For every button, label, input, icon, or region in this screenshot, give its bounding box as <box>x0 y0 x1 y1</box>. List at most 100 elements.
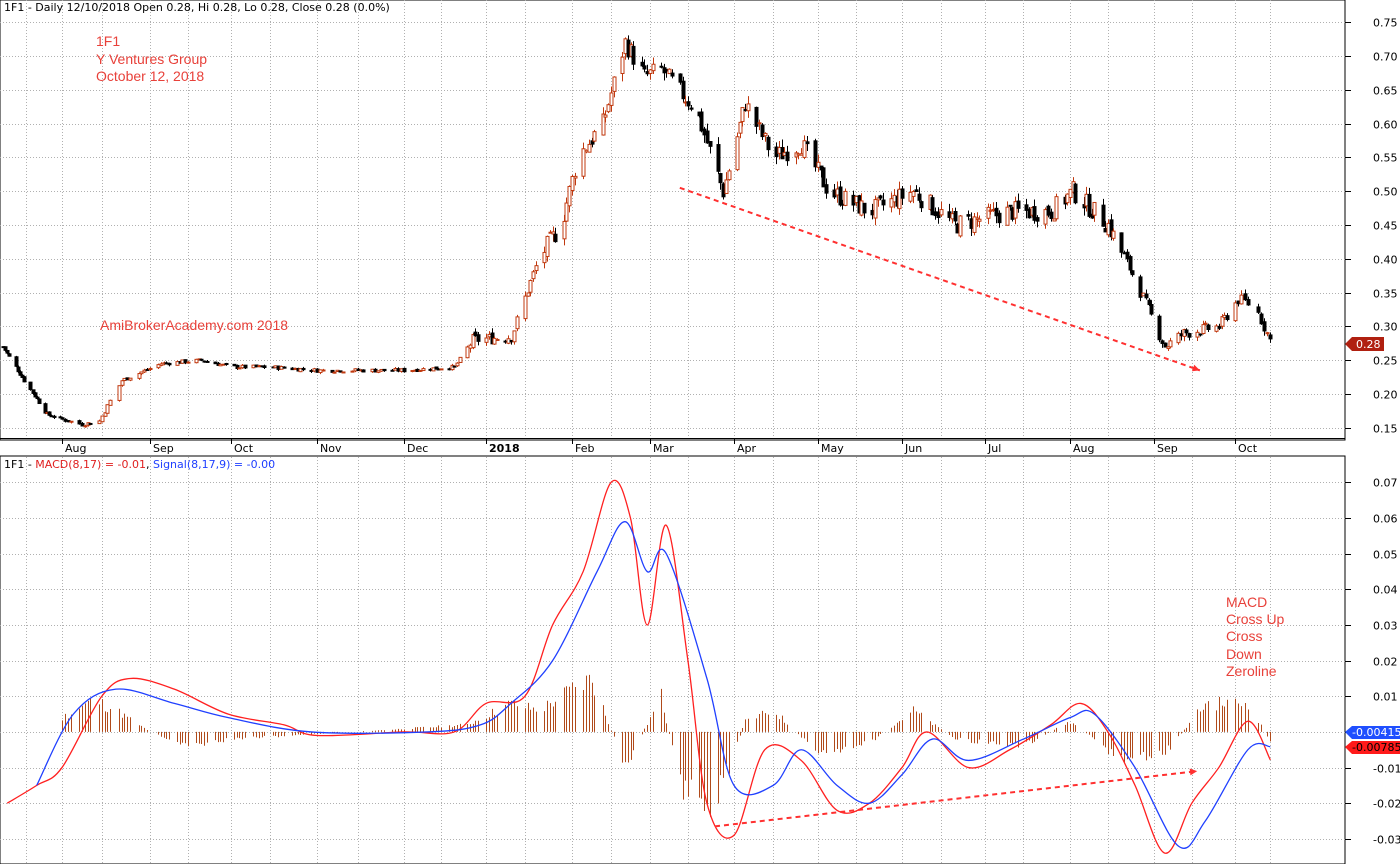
candle-body <box>564 202 569 222</box>
candle-body <box>1160 340 1165 344</box>
price-panel[interactable]: 0.15 0.20 0.25 0.30 0.35 0.40 0.45 0.50 0.55 0.60… <box>0 0 1398 455</box>
candle-body <box>1016 200 1021 209</box>
candle-body <box>1144 293 1149 299</box>
chart-title-annotation: 1F1 Y Ventures Group October 12, 2018 <box>96 33 207 84</box>
signal-value-tag-value: -0.00415 <box>1352 726 1400 739</box>
candle-body <box>484 337 489 343</box>
candle-body <box>1176 332 1181 344</box>
candle-body <box>1187 333 1192 338</box>
candle-body <box>1147 299 1152 306</box>
candle-body <box>648 69 653 74</box>
candle-body <box>601 113 606 136</box>
price-trendline <box>679 186 1201 372</box>
candle-body <box>332 371 337 374</box>
price-trendline-line <box>679 186 1201 372</box>
candle-body <box>838 186 843 206</box>
macd-grid <box>0 457 1345 864</box>
macd-y-tick-label: 0.03 <box>1373 620 1398 633</box>
price-y-tick-label: 0.40 <box>1373 254 1398 267</box>
x-tick-label: Sep <box>1157 442 1178 455</box>
price-y-tick-label: 0.65 <box>1373 85 1398 98</box>
macd-lines <box>6 479 1271 854</box>
candle-body <box>659 65 664 68</box>
candle-body <box>1101 204 1106 227</box>
candle-body <box>1246 299 1251 306</box>
candle-body <box>911 191 916 197</box>
candle-body <box>953 211 958 222</box>
signal-value-tag: -0.00415 <box>1345 726 1400 739</box>
candle-body <box>301 367 306 371</box>
price-y-tick-label: 0.20 <box>1373 389 1398 402</box>
candle-body <box>1206 324 1211 331</box>
title-company: Y Ventures Group <box>96 51 207 67</box>
candle-body <box>1239 294 1244 305</box>
candle-body <box>1054 196 1059 220</box>
candle-body <box>1032 206 1037 221</box>
candle-body <box>37 398 42 405</box>
candle-body <box>1138 276 1143 298</box>
macd-y-axis: -0.03-0.02-0.010.000.010.020.030.040.050… <box>1345 477 1400 847</box>
price-panel-border <box>0 0 1346 441</box>
candle-body <box>917 193 922 201</box>
candle-body <box>156 364 161 369</box>
candle-body <box>473 331 478 337</box>
candle-body <box>455 362 460 367</box>
candle-body <box>914 189 919 193</box>
price-y-tick-label: 0.45 <box>1373 220 1398 233</box>
x-tick-label: Jul <box>987 442 1001 455</box>
candle-body <box>542 251 547 264</box>
candle-body <box>667 68 672 75</box>
candle-body <box>471 333 476 349</box>
candle-body <box>531 271 536 280</box>
macd-header: 1F1 - MACD(8,17) = -0.01, Signal(8,17,9)… <box>4 458 275 471</box>
candle-body <box>97 420 102 425</box>
macd-note: MACD Cross Up Cross Down Zeroline <box>1226 594 1285 679</box>
candle-body <box>718 173 723 184</box>
candle-body <box>642 65 647 70</box>
candle-body <box>545 235 550 257</box>
candle-body <box>1111 230 1116 239</box>
candle-body <box>900 188 905 199</box>
candle-body <box>458 356 463 363</box>
candle-body <box>186 361 191 364</box>
candle-body <box>958 215 963 237</box>
candle-body <box>606 104 611 113</box>
candle-body <box>686 101 691 107</box>
candle-body <box>243 364 248 369</box>
macd-note-line-4: Down <box>1226 646 1262 662</box>
candle-body <box>562 220 567 240</box>
candle-body <box>523 295 528 320</box>
candle-body <box>390 369 395 372</box>
x-tick-label: Apr <box>737 442 757 455</box>
candle-body <box>802 140 807 158</box>
candle-body <box>1128 256 1133 271</box>
candle-body <box>570 175 575 192</box>
macd-panel[interactable]: -0.03-0.02-0.010.000.010.020.030.040.050… <box>0 455 1400 864</box>
candle-body <box>495 338 500 341</box>
candle-body <box>821 167 826 188</box>
candle-body <box>754 106 759 127</box>
candle-body <box>1068 188 1073 198</box>
candle-body <box>567 185 572 207</box>
candle-body <box>22 376 27 383</box>
candle-body <box>873 199 878 219</box>
candle-body <box>678 73 683 83</box>
last-price-tag-value: 0.28 <box>1356 338 1381 351</box>
title-date: October 12, 2018 <box>96 68 204 84</box>
candle-body <box>738 121 743 134</box>
candle-body <box>282 366 287 369</box>
candle-body <box>159 363 164 366</box>
x-tick-label: Aug <box>65 442 86 455</box>
candle-body <box>534 265 539 272</box>
candle-body <box>592 131 597 142</box>
candle-body <box>681 80 686 100</box>
candle-body <box>670 72 675 77</box>
candle-body <box>120 380 125 386</box>
x-tick-label: Nov <box>320 442 342 455</box>
macd-y-tick-label: 0.02 <box>1373 656 1398 669</box>
candle-body <box>1035 217 1040 222</box>
candle-body <box>994 207 999 217</box>
candle-body <box>997 212 1002 224</box>
macd-value-tag-value: -0.00785 <box>1352 741 1400 754</box>
